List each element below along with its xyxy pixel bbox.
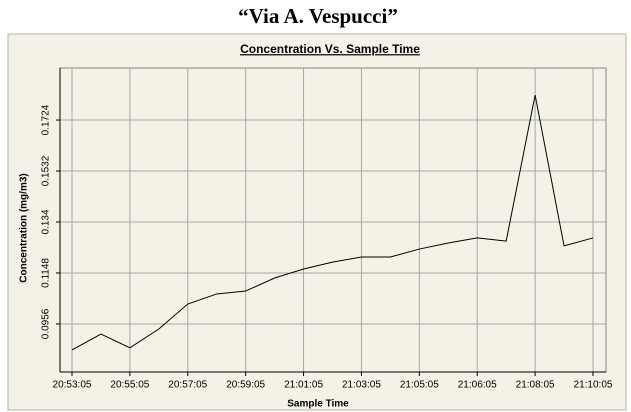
y-tick-label: 0.1724 <box>41 104 52 135</box>
plot-area <box>59 67 607 373</box>
data-line <box>71 94 594 351</box>
y-tick-label: 0.0956 <box>41 308 52 339</box>
y-tick-label: 0.134 <box>41 209 52 234</box>
x-tick-label: 20:55:05 <box>110 380 149 391</box>
page-heading: “Via A. Vespucci” <box>238 4 398 28</box>
y-axis-label: Concentration (mg/m3) <box>19 173 30 282</box>
x-tick-label: 21:08:05 <box>516 380 555 391</box>
x-tick-label: 21:05:05 <box>400 380 439 391</box>
x-tick-label: 21:01:05 <box>284 380 323 391</box>
x-tick-label: 21:06:05 <box>458 380 497 391</box>
x-tick-label: 20:59:05 <box>226 380 265 391</box>
x-tick-label: 20:53:05 <box>53 380 92 391</box>
x-tick-label: 20:57:05 <box>168 380 207 391</box>
y-tick-label: 0.1532 <box>41 155 52 186</box>
x-tick-label: 21:10:05 <box>574 380 613 391</box>
x-tick-label: 21:03:05 <box>342 380 381 391</box>
chart-title: Concentration Vs. Sample Time <box>240 42 420 56</box>
x-axis-label: Sample Time <box>287 399 349 410</box>
y-tick-label: 0.1148 <box>41 258 52 288</box>
